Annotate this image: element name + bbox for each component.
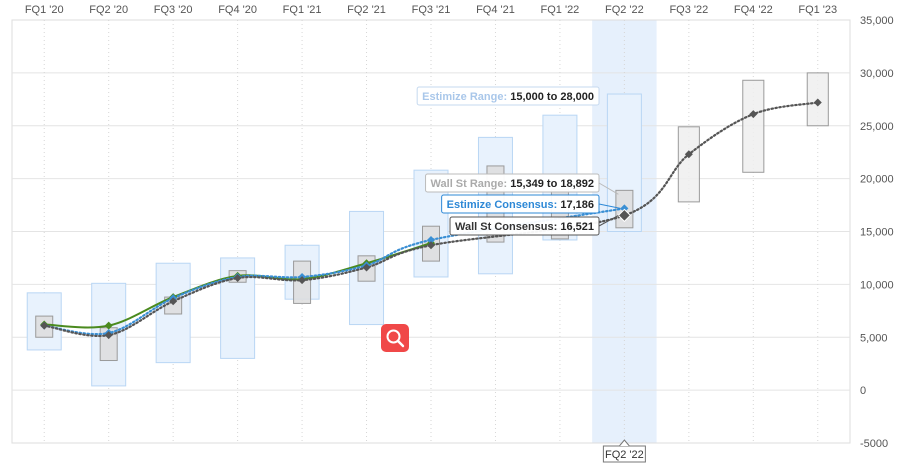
tooltip-text: Estimize Range: 15,000 to 28,000 bbox=[422, 91, 594, 103]
tooltip-text: Wall St Range: 15,349 to 18,892 bbox=[431, 178, 594, 190]
tooltip-value: 15,349 to 18,892 bbox=[510, 178, 594, 190]
x-tick-label: FQ3 '22 bbox=[669, 4, 708, 16]
tooltip-value: 16,521 bbox=[560, 221, 594, 233]
tooltip-box bbox=[425, 173, 600, 193]
tooltip-wallst-range: Wall St Range: 15,349 to 18,892 bbox=[425, 173, 619, 195]
x-tick-label: FQ2 '22 bbox=[605, 4, 644, 16]
y-tick-label: 5,000 bbox=[860, 332, 888, 344]
x-crosshair-text: FQ2 '22 bbox=[605, 449, 644, 461]
series-point-2[interactable] bbox=[749, 110, 758, 119]
series-point-2[interactable] bbox=[684, 150, 693, 159]
tooltips-layer: FQ2 '22 Estimize Range: 15,000 to 28,000 W… bbox=[416, 86, 646, 463]
x-tick-label: FQ1 '20 bbox=[25, 4, 64, 16]
x-tick-label: FQ1 '21 bbox=[283, 4, 322, 16]
wallst-range-box[interactable] bbox=[677, 126, 700, 203]
x-tick-label: FQ1 '23 bbox=[798, 4, 837, 16]
tooltip-text: Estimize Consensus: 17,186 bbox=[447, 199, 594, 211]
tooltip-label: Wall St Consensus: bbox=[455, 221, 560, 233]
x-crosshair-label: FQ2 '22 bbox=[602, 439, 646, 463]
x-tick-label: FQ2 '20 bbox=[89, 4, 128, 16]
tooltip-label: Estimize Range: bbox=[422, 91, 510, 103]
x-tick-label: FQ4 '21 bbox=[476, 4, 515, 16]
series-point-2[interactable] bbox=[40, 321, 49, 330]
tooltip-box bbox=[441, 194, 600, 214]
tooltip-connector bbox=[598, 203, 621, 209]
series-point-2[interactable] bbox=[362, 263, 371, 272]
tooltip-estimize-range: Estimize Range: 15,000 to 28,000 bbox=[416, 86, 600, 106]
series-points-layer bbox=[40, 98, 822, 340]
y-tick-label: 20,000 bbox=[860, 174, 894, 186]
tooltip-text: Wall St Consensus: 16,521 bbox=[455, 221, 594, 233]
range-boxes-layer bbox=[26, 72, 829, 387]
x-tick-label: FQ1 '22 bbox=[541, 4, 580, 16]
tooltip-label: Wall St Range: bbox=[431, 178, 511, 190]
x-crosshair-pointer bbox=[619, 439, 630, 447]
grid-layer bbox=[11, 19, 851, 444]
y-tick-label: 25,000 bbox=[860, 121, 894, 133]
tooltip-connector bbox=[598, 182, 619, 195]
x-tick-label: FQ4 '20 bbox=[218, 4, 257, 16]
tooltip-estimize-consensus: Estimize Consensus: 17,186 bbox=[441, 194, 621, 214]
series-point-1[interactable] bbox=[620, 204, 629, 213]
y-tick-label: 0 bbox=[860, 385, 866, 397]
series-point-2[interactable] bbox=[298, 276, 307, 285]
series-line-2 bbox=[43, 101, 819, 338]
magnifier-icon bbox=[386, 329, 405, 348]
series-point-2[interactable] bbox=[427, 241, 435, 250]
series-point-2[interactable] bbox=[617, 208, 632, 223]
series-point-2[interactable] bbox=[104, 331, 113, 340]
wallst-range-box[interactable] bbox=[742, 79, 765, 173]
y-tick-label: 15,000 bbox=[860, 227, 894, 239]
series-point-2[interactable] bbox=[813, 98, 822, 107]
y-tick-label: 35,000 bbox=[860, 15, 894, 27]
zoom-button[interactable] bbox=[381, 324, 409, 352]
tooltip-value: 15,000 to 28,000 bbox=[510, 91, 594, 103]
tooltip-box bbox=[416, 86, 600, 106]
tooltip-value: 17,186 bbox=[560, 199, 594, 211]
x-tick-label: FQ3 '21 bbox=[412, 4, 451, 16]
tooltip-label: Estimize Consensus: bbox=[447, 199, 561, 211]
axis-labels-layer: -5000 0 5,000 10,000 15,000 20,000 25,000 30,00… bbox=[25, 4, 894, 450]
y-tick-label: 30,000 bbox=[860, 68, 894, 80]
series-point-1[interactable] bbox=[427, 235, 435, 244]
x-tick-label: FQ2 '21 bbox=[347, 4, 386, 16]
series-point-2[interactable] bbox=[233, 274, 242, 283]
y-tick-label: -5000 bbox=[860, 438, 888, 450]
tooltip-wallst-consensus: Wall St Consensus: 16,521 bbox=[449, 214, 619, 236]
y-tick-label: 10,000 bbox=[860, 279, 894, 291]
series-point-0[interactable] bbox=[104, 321, 113, 330]
tooltip-connector bbox=[598, 214, 619, 227]
x-tick-label: FQ3 '20 bbox=[154, 4, 193, 16]
tooltip-box bbox=[449, 216, 600, 236]
series-point-2[interactable] bbox=[169, 297, 178, 306]
x-tick-label: FQ4 '22 bbox=[734, 4, 773, 16]
